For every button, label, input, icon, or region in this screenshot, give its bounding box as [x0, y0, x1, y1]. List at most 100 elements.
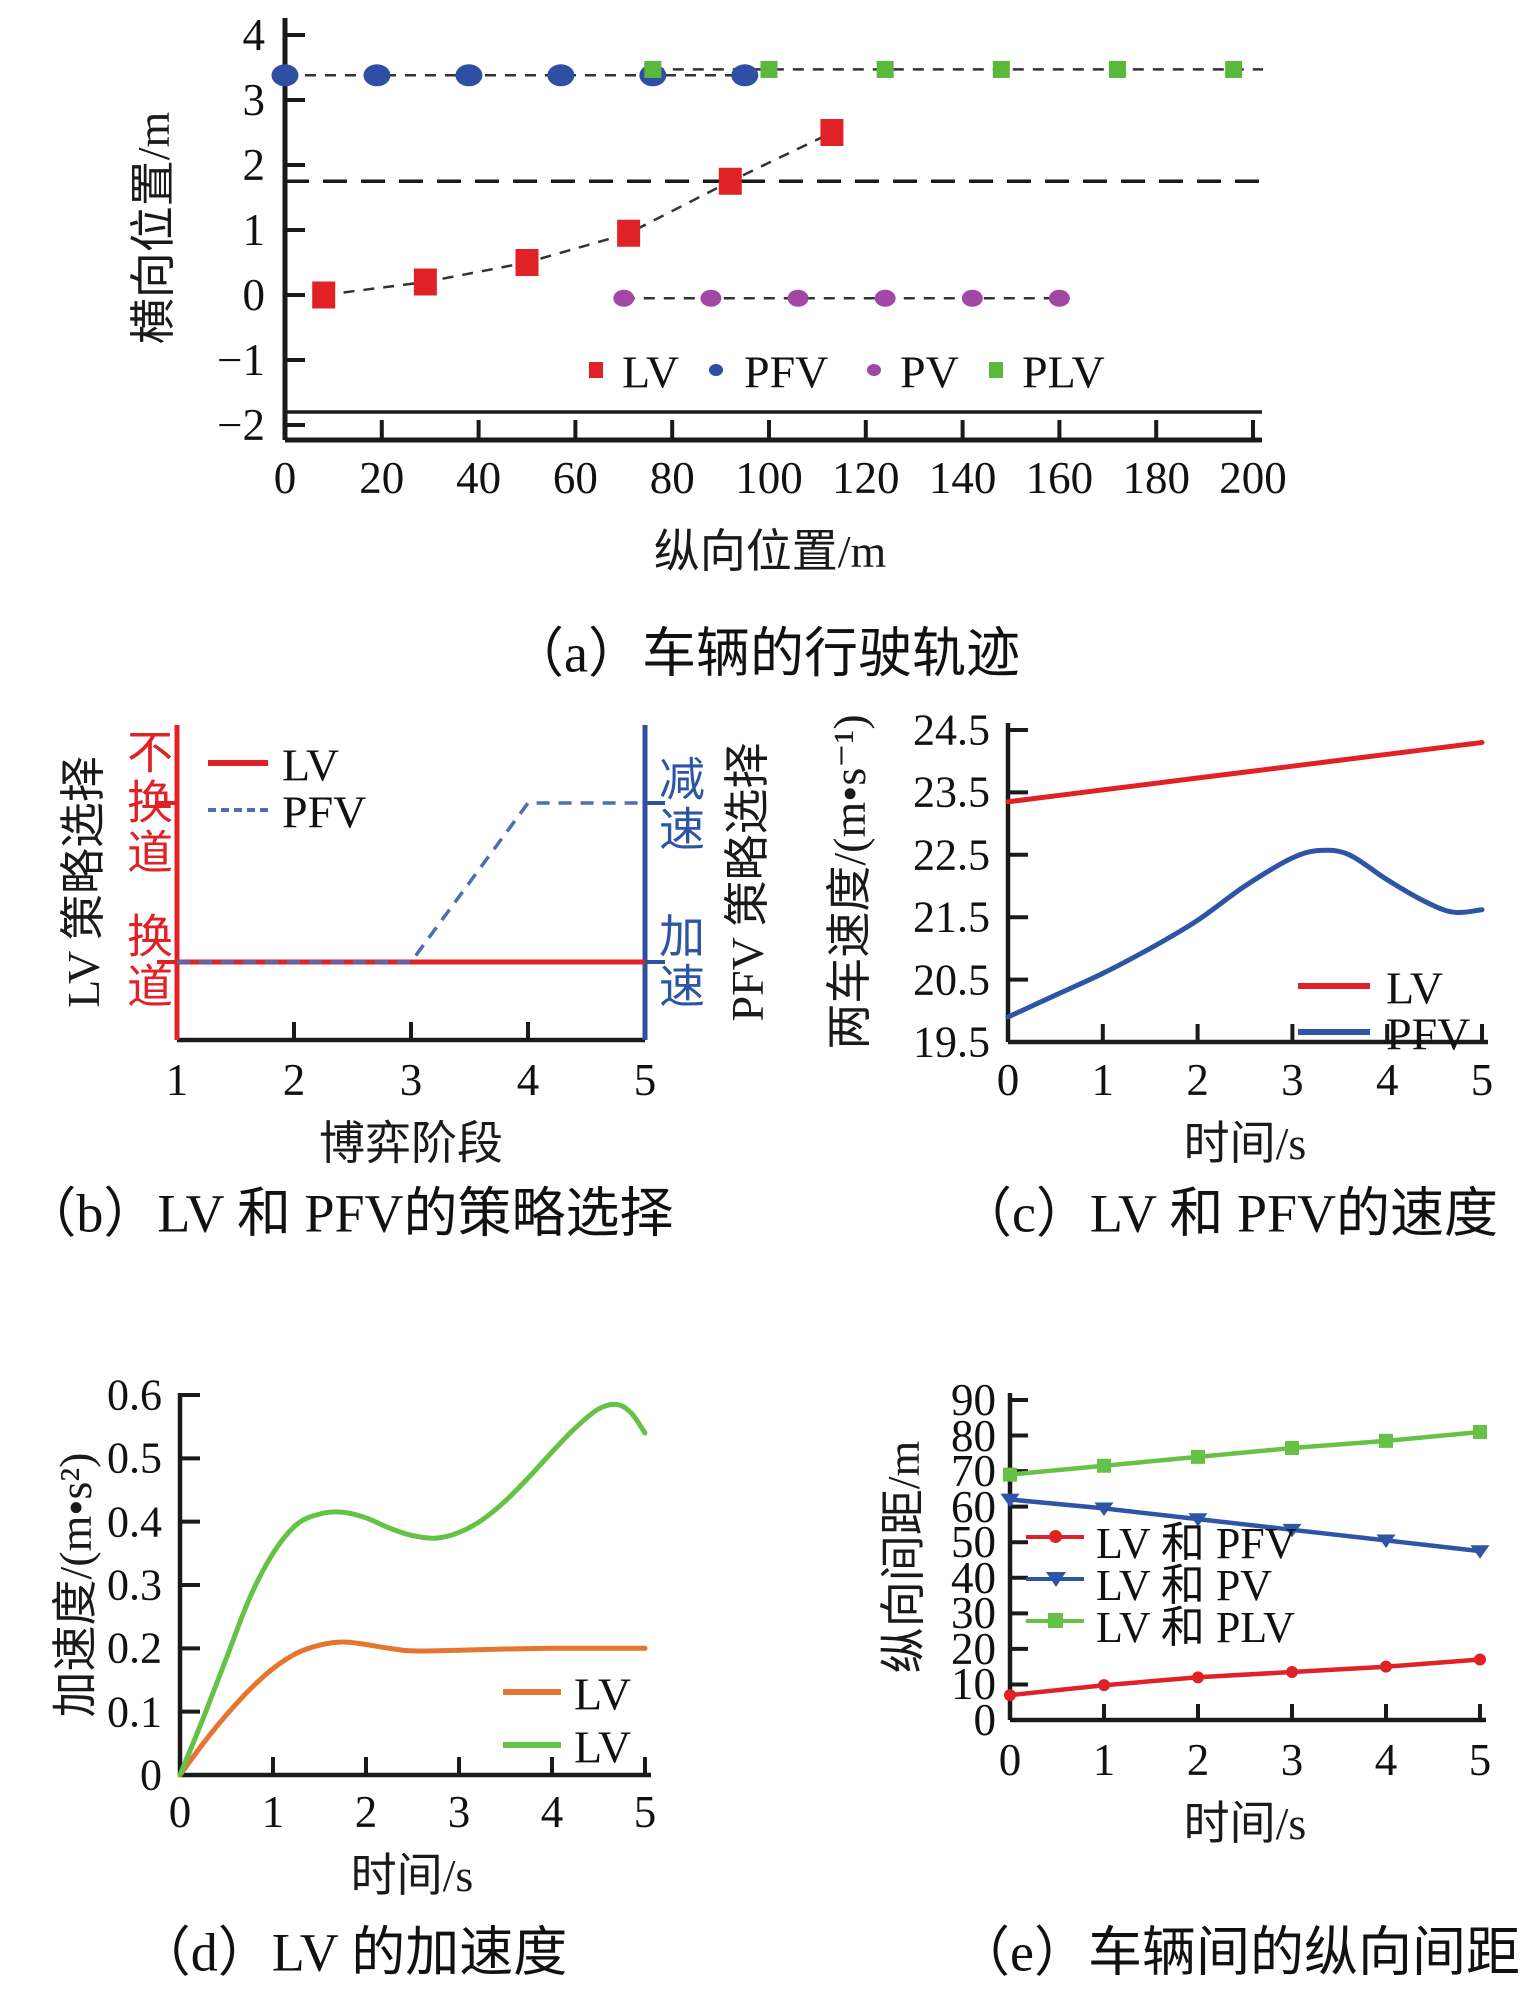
legend-label: PFV: [282, 786, 367, 838]
legend-line-sample: [503, 1742, 561, 1748]
tick-label: 3: [1281, 1055, 1304, 1105]
tick-label: −1: [217, 335, 265, 385]
legend-label: LV: [282, 739, 340, 791]
chart-b-left-axis-label: LV 策略选择: [58, 756, 109, 1008]
tick-label: 180: [1122, 453, 1190, 503]
legend-line-sample: [1298, 983, 1370, 989]
tick-label: 24.5: [913, 705, 990, 755]
chart-e-y-axis-label: 纵向间距/m: [878, 1440, 929, 1674]
tick-label: 40: [456, 453, 502, 503]
tick-label: 60: [951, 1481, 996, 1532]
legend-label: LV: [574, 1668, 632, 1720]
tick-label: 0: [242, 270, 266, 320]
chart-c-y-axis-label: 两车速度/(m•s⁻¹): [824, 714, 875, 1050]
chart-b-right-tick-accelerate: 加速: [653, 912, 704, 1012]
legend-line-sample: [208, 760, 268, 766]
tick-label: 2: [282, 1055, 306, 1105]
tick-label: 160: [1025, 453, 1094, 503]
legend-label: PFV: [744, 346, 829, 398]
chart-e-caption: （e）车辆间的纵向间距: [956, 1922, 1520, 1983]
tick-label: 1: [165, 1055, 189, 1105]
tick-label: 1: [261, 1787, 285, 1837]
tick-label: 21.5: [913, 892, 990, 942]
chart-c-caption: （c）LV 和 PFV的速度: [957, 1183, 1499, 1244]
tick-label: 23.5: [913, 767, 990, 817]
tick-label: 1: [1091, 1055, 1115, 1105]
tick-label: 0: [996, 1055, 1020, 1105]
tick-label: 5: [633, 1787, 657, 1837]
chart-b-right-tick-decelerate: 减速: [653, 755, 704, 855]
tick-label: 0.6: [107, 1370, 162, 1420]
tick-label: 0: [973, 1695, 997, 1745]
tick-label: 4: [1375, 1055, 1399, 1105]
tick-label: 2: [242, 140, 266, 190]
chart-b-right-axis-label: PFV 策略选择: [722, 742, 773, 1022]
tick-label: 5: [1468, 1735, 1492, 1785]
chart-b-x-axis-label: 博弈阶段: [319, 1118, 503, 1169]
chart-e-longitudinal-gaps: [1000, 1393, 1490, 1723]
legend-marker: [1046, 1572, 1066, 1587]
chart-a-y-axis-label: 横向位置/m: [128, 111, 179, 345]
tick-label: 4: [516, 1055, 540, 1105]
tick-label: 3: [242, 75, 266, 125]
tick-label: 80: [649, 453, 695, 503]
tick-label: 140: [928, 453, 997, 503]
legend-label: LV: [574, 1721, 632, 1773]
tick-label: 0.2: [107, 1623, 162, 1673]
tick-label: 0: [273, 453, 297, 503]
chart-d-caption: （d）LV 的加速度: [136, 1922, 568, 1983]
legend-line-sample: [208, 808, 268, 812]
tick-label: 0: [168, 1787, 192, 1837]
chart-a-caption: （a）车辆的行驶轨迹: [510, 623, 1020, 684]
tick-label: 200: [1219, 453, 1287, 503]
chart-c-x-axis-label: 时间/s: [1183, 1118, 1307, 1169]
legend-label: LV: [1386, 962, 1444, 1014]
legend-marker-plv: [989, 362, 1003, 378]
tick-label: 0.5: [107, 1433, 162, 1483]
tick-label: 20: [359, 453, 405, 503]
tick-label: 100: [735, 453, 803, 503]
tick-label: −2: [217, 400, 265, 450]
legend-marker-lv: [589, 362, 603, 378]
chart-b-caption: （b）LV 和 PFV的策略选择: [22, 1183, 674, 1244]
tick-label: 4: [1374, 1735, 1398, 1785]
tick-label: 0: [140, 1750, 162, 1800]
tick-label: 2: [1186, 1735, 1210, 1785]
tick-label: 2: [1186, 1055, 1209, 1105]
legend-label: LV 和 PLV: [1096, 1603, 1295, 1652]
legend-label: LV: [622, 346, 680, 398]
tick-label: 20.5: [913, 955, 990, 1005]
legend-marker-pfv: [709, 364, 723, 376]
tick-label: 10: [951, 1659, 996, 1710]
tick-label: 70: [951, 1446, 996, 1497]
tick-label: 30: [951, 1588, 996, 1639]
chart-b-left-tick-no-lane-change: 不换道: [121, 728, 172, 878]
tick-label: 2: [354, 1787, 378, 1837]
legend-marker-pv: [867, 364, 881, 376]
tick-label: 60: [552, 453, 598, 503]
tick-label: 50: [951, 1517, 996, 1568]
chart-d-x-axis-label: 时间/s: [350, 1850, 474, 1901]
tick-label: 3: [447, 1787, 471, 1837]
tick-label: 19.5: [913, 1017, 990, 1067]
tick-label: 3: [1280, 1735, 1304, 1785]
tick-label: 5: [633, 1055, 657, 1105]
chart-b-strategy: [157, 725, 665, 1043]
chart-b-left-tick-lane-change: 换道: [121, 912, 172, 1012]
legend-marker: [1048, 1613, 1063, 1628]
chart-c-speeds: [1005, 723, 1488, 1045]
tick-label: 4: [242, 10, 266, 60]
chart-d-acceleration: [177, 1393, 651, 1778]
chart-a-x-axis-label: 纵向位置/m: [653, 526, 887, 577]
chart-d-y-axis-label: 加速度/(m•s²): [50, 1452, 101, 1718]
tick-label: 1: [242, 205, 266, 255]
chart-a-trajectories: [271, 18, 1263, 443]
tick-label: 0: [998, 1735, 1022, 1785]
legend-label: PLV: [1022, 346, 1105, 398]
legend-label: LV 和 PFV: [1096, 1519, 1297, 1568]
tick-label: 0.4: [107, 1497, 162, 1547]
tick-label: 120: [832, 453, 900, 503]
legend-label: PV: [900, 346, 959, 398]
